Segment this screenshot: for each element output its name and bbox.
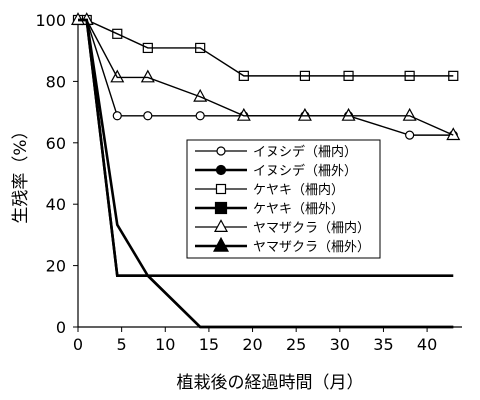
y-tick-label: 0 <box>56 318 66 337</box>
data-point <box>297 107 312 121</box>
series-6 <box>78 18 454 329</box>
legend-label: イヌシデ（柵内） <box>253 144 357 160</box>
y-tick-label: 60 <box>46 134 66 153</box>
legend-marker <box>214 201 228 215</box>
x-tick-label: 30 <box>330 335 350 354</box>
legend-box <box>186 139 381 259</box>
series-line <box>78 19 454 136</box>
x-tick-label: 0 <box>73 335 83 354</box>
series-line <box>78 19 454 136</box>
x-tick-label: 20 <box>242 335 262 354</box>
x-tick-label: 35 <box>373 335 393 354</box>
legend-item: イヌシデ（柵内） <box>195 144 357 160</box>
x-axis-title: 植栽後の経過時間（月） <box>177 373 364 393</box>
series-5 <box>78 19 454 136</box>
series-line <box>78 18 454 278</box>
data-point <box>140 69 155 83</box>
data-point <box>402 107 417 121</box>
legend-item: ケヤキ（柵内） <box>195 182 344 198</box>
y-tick-label: 40 <box>46 195 66 214</box>
legend-marker <box>216 146 226 156</box>
legend-item: ヤマザクラ（柵内） <box>195 219 370 236</box>
series-group <box>70 12 461 329</box>
legend-label: ヤマザクラ（柵内） <box>253 220 370 236</box>
y-axis-title: 生残率（%） <box>11 122 31 223</box>
legend-marker <box>212 236 230 252</box>
data-point <box>112 111 122 121</box>
data-point <box>143 111 153 121</box>
ticks: 0 5 10 15 20 25 30 35 40 0 20 40 60 80 100 <box>35 11 437 354</box>
legend-label: ケヤキ（柵外） <box>253 202 344 217</box>
legend-item: ヤマザクラ（柵外） <box>195 236 370 255</box>
legend-label: ヤマザクラ（柵外） <box>253 240 370 255</box>
data-point <box>341 107 356 121</box>
legend-item: イヌシデ（柵外） <box>195 163 357 179</box>
x-tick-label: 10 <box>155 335 175 354</box>
y-tick-label: 20 <box>46 257 66 276</box>
x-tick-label: 25 <box>286 335 306 354</box>
x-tick-label: 15 <box>199 335 219 354</box>
legend-label: イヌシデ（柵外） <box>253 163 357 179</box>
series-3 <box>70 12 461 141</box>
data-point <box>405 130 415 140</box>
legend-marker <box>213 219 229 232</box>
legend-marker <box>215 183 227 195</box>
y-tick-label: 100 <box>35 11 66 30</box>
series-line <box>78 18 454 329</box>
legend: イヌシデ（柵内） イヌシデ（柵外） ケヤキ（柵内） ケヤキ（柵外） ヤマザクラ（柵内） ヤ… <box>186 139 381 259</box>
legend-item: ケヤキ（柵外） <box>195 201 344 217</box>
data-point <box>195 111 205 121</box>
legend-marker <box>215 164 227 176</box>
series-line <box>78 19 454 77</box>
y-tick-label: 80 <box>46 72 66 91</box>
legend-label: ケヤキ（柵内） <box>253 182 344 198</box>
x-tick-label: 40 <box>417 335 437 354</box>
x-tick-label: 5 <box>117 335 127 354</box>
